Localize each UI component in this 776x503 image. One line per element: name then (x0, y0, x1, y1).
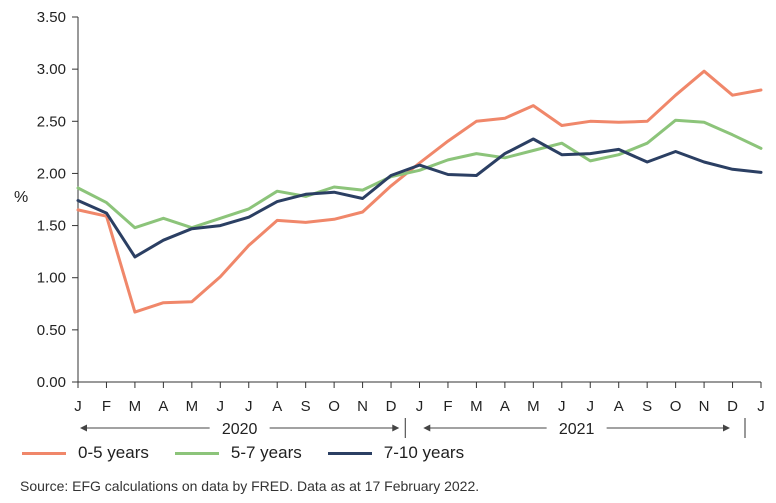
y-tick-label: 2.00 (37, 165, 66, 182)
x-tick-label: S (301, 398, 311, 415)
legend-swatch (327, 451, 372, 455)
y-tick-label: 2.50 (37, 113, 66, 130)
x-tick-label: M (129, 398, 142, 415)
x-tick-label: D (727, 398, 738, 415)
legend-label: 0-5 years (78, 443, 149, 462)
source-note: Source: EFG calculations on data by FRED… (20, 478, 480, 494)
legend-label: 5-7 years (230, 443, 302, 462)
year-label-2020: 2020 (222, 421, 258, 438)
legend-label: 7-10 years (383, 443, 465, 462)
arrow-left-icon (80, 424, 87, 432)
x-tick-label: A (614, 398, 624, 415)
y-tick-label: 3.00 (37, 61, 66, 78)
x-tick-label: M (527, 398, 540, 415)
x-tick-label: O (670, 398, 682, 415)
year-range-labels: 2020 2021 (80, 418, 746, 438)
x-tick-label: D (386, 398, 397, 415)
x-tick-label: A (158, 398, 168, 415)
legend-item-0-5-years: 0-5 years (22, 443, 149, 463)
x-tick-label: N (357, 398, 368, 415)
x-tick-label: J (217, 398, 225, 415)
x-tick-label: J (416, 398, 424, 415)
y-tick-label: 1.50 (37, 218, 66, 235)
y-tick-label: 0.50 (37, 322, 66, 339)
x-tick-label: M (186, 398, 199, 415)
legend-item-7-10-years: 7-10 years (327, 443, 465, 463)
x-tick-label: A (500, 398, 510, 415)
x-tick-label: O (328, 398, 340, 415)
arrow-left-icon (423, 424, 431, 432)
legend-swatch (174, 451, 219, 455)
arrow-right-icon (723, 424, 730, 432)
y-axis: 0.00 0.50 1.00 1.50 2.00 2.50 3.00 3.50 (37, 9, 79, 391)
arrow-right-icon (392, 424, 400, 432)
year-label-2021: 2021 (559, 421, 595, 438)
y-tick-label: 1.00 (37, 270, 66, 287)
x-tick-label: J (245, 398, 253, 415)
series-layer (76, 69, 763, 314)
legend: 0-5 years 5-7 years 7-10 years (22, 443, 490, 463)
series-line-2 (76, 137, 763, 259)
x-tick-label: J (757, 398, 765, 415)
x-tick-label: J (587, 398, 595, 415)
x-tick-label: A (272, 398, 282, 415)
y-tick-label: 3.50 (37, 9, 66, 26)
x-tick-label: M (470, 398, 483, 415)
x-tick-label: J (558, 398, 566, 415)
series-line-0 (76, 69, 763, 314)
series-line-1 (76, 118, 763, 230)
x-tick-label: F (102, 398, 111, 415)
x-tick-label: F (443, 398, 452, 415)
y-axis-label: % (14, 189, 28, 206)
legend-swatch (22, 451, 66, 455)
x-tick-label: J (74, 398, 82, 415)
x-tick-label: N (699, 398, 710, 415)
y-tick-label: 0.00 (37, 374, 66, 391)
legend-item-5-7-years: 5-7 years (174, 443, 302, 463)
x-tick-label: S (642, 398, 652, 415)
